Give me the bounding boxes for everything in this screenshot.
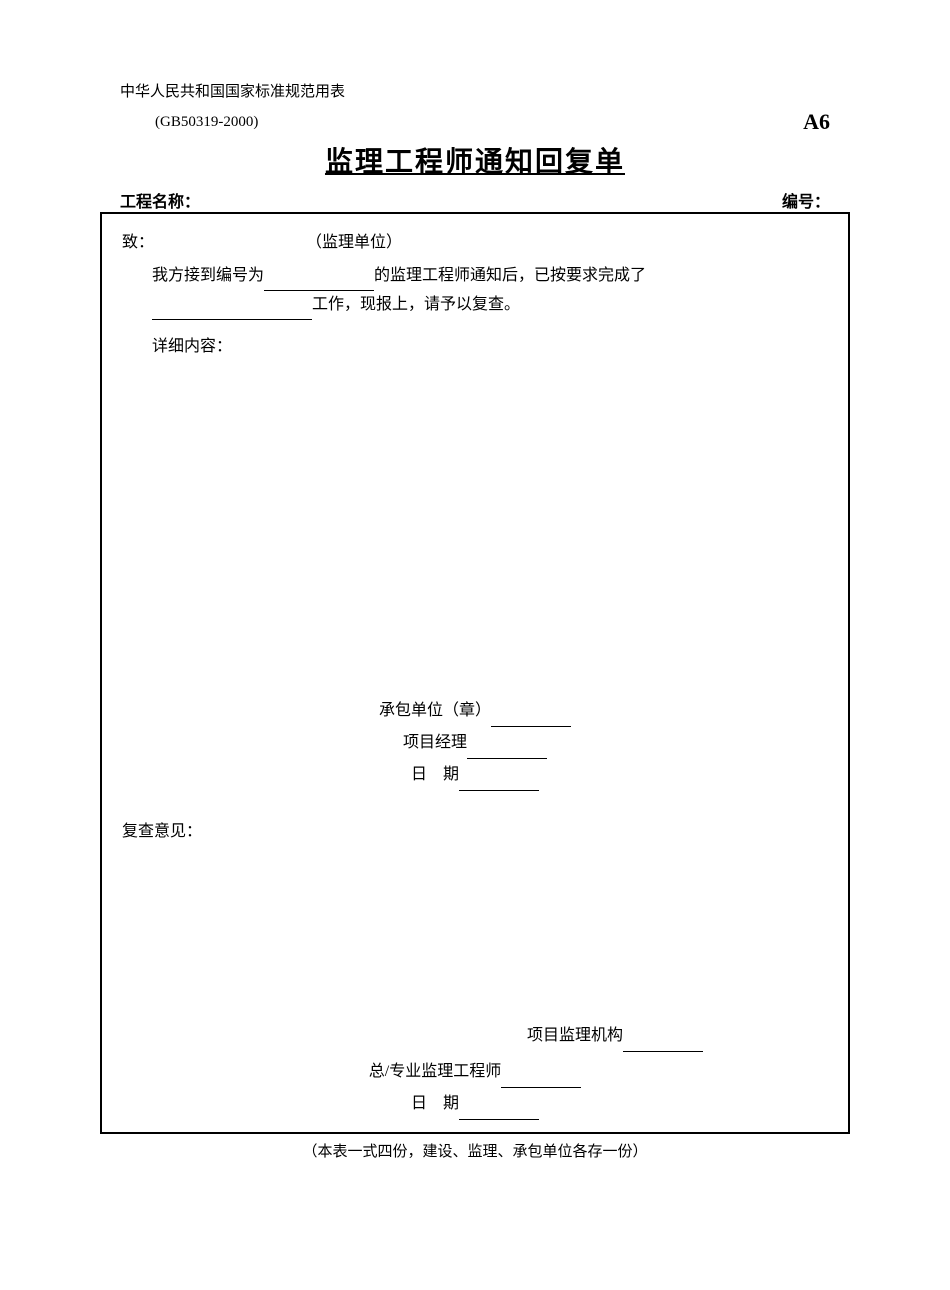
detail-label: 详细内容： bbox=[152, 332, 828, 356]
engineer-sig-line: 总/专业监理工程师 bbox=[102, 1056, 848, 1088]
engineer-blank[interactable] bbox=[501, 1070, 581, 1088]
lower-date-blank[interactable] bbox=[459, 1102, 539, 1120]
org-blank[interactable] bbox=[623, 1034, 703, 1052]
text-part2: 的监理工程师通知后，已按要求完成了 bbox=[374, 267, 646, 284]
lower-section: 复查意见： 项目监理机构 总/专业监理工程师 日 期 bbox=[101, 803, 849, 1133]
pm-blank[interactable] bbox=[467, 741, 547, 759]
to-line: 致： （监理单位） bbox=[122, 228, 828, 252]
date-blank[interactable] bbox=[459, 773, 539, 791]
date-label: 日 期 bbox=[411, 766, 459, 783]
upper-section: 致： （监理单位） 我方接到编号为 的监理工程师通知后，已按要求完成了 工作，现报… bbox=[101, 213, 849, 803]
lower-date-label: 日 期 bbox=[411, 1095, 459, 1112]
to-label: 致： bbox=[122, 228, 302, 252]
text-part1: 我方接到编号为 bbox=[152, 267, 264, 284]
standard-name: 中华人民共和国国家标准规范用表 bbox=[120, 80, 850, 101]
lower-signature-block: 项目监理机构 总/专业监理工程师 日 期 bbox=[102, 1020, 848, 1120]
contractor-sig-line: 承包单位（章） bbox=[102, 695, 848, 727]
contractor-label: 承包单位（章） bbox=[379, 702, 491, 719]
org-line: 项目监理机构 bbox=[382, 1020, 848, 1052]
lower-date-sig-line: 日 期 bbox=[102, 1088, 848, 1120]
org-label: 项目监理机构 bbox=[527, 1027, 623, 1044]
pm-label: 项目经理 bbox=[403, 734, 467, 751]
code-row: (GB50319-2000) A6 bbox=[100, 109, 850, 135]
form-code: A6 bbox=[803, 109, 830, 135]
to-unit: （监理单位） bbox=[306, 234, 402, 251]
notice-number-blank[interactable] bbox=[264, 273, 374, 291]
contractor-blank[interactable] bbox=[491, 709, 571, 727]
body-text: 我方接到编号为 的监理工程师通知后，已按要求完成了 工作，现报上，请予以复查。 bbox=[152, 262, 828, 320]
upper-signature-block: 承包单位（章） 项目经理 日 期 bbox=[102, 695, 848, 791]
gb-code: (GB50319-2000) bbox=[155, 114, 258, 131]
form-title: 监理工程师通知回复单 bbox=[100, 140, 850, 180]
date-sig-line: 日 期 bbox=[102, 759, 848, 791]
form-table: 致： （监理单位） 我方接到编号为 的监理工程师通知后，已按要求完成了 工作，现报… bbox=[100, 212, 850, 1134]
work-blank[interactable] bbox=[152, 302, 312, 320]
text-part3: 工作，现报上，请予以复查。 bbox=[312, 296, 520, 313]
number-label: 编号： bbox=[782, 188, 830, 212]
footer-note: （本表一式四份，建设、监理、承包单位各存一份） bbox=[100, 1140, 850, 1161]
meta-row: 工程名称： 编号： bbox=[120, 188, 830, 212]
review-label: 复查意见： bbox=[122, 817, 828, 841]
pm-sig-line: 项目经理 bbox=[102, 727, 848, 759]
project-name-label: 工程名称： bbox=[120, 188, 200, 212]
engineer-label: 总/专业监理工程师 bbox=[369, 1063, 501, 1080]
